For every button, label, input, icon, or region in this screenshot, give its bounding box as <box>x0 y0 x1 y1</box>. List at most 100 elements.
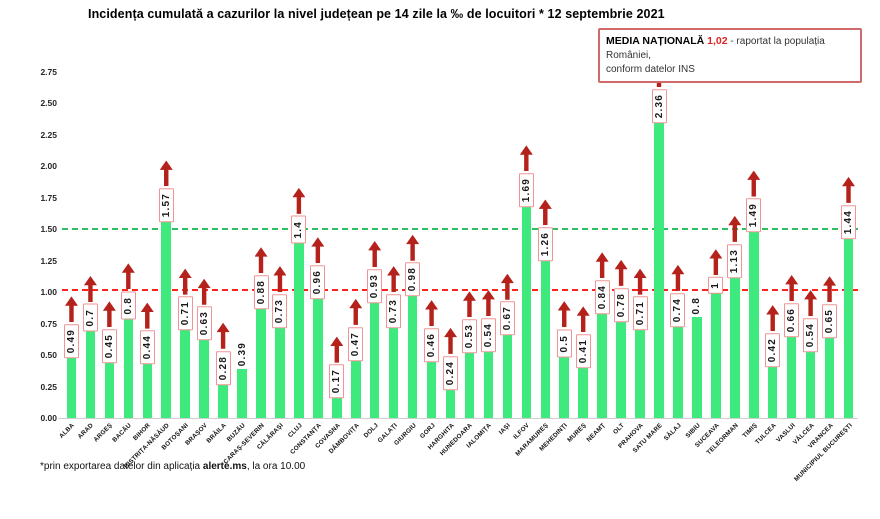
bar-value-label: 0.96 <box>310 264 326 300</box>
y-axis-tick-label: 2.75 <box>40 67 57 77</box>
bar-olt <box>616 319 626 418</box>
bar-argeș <box>104 361 115 418</box>
increase-arrow-icon <box>595 252 609 279</box>
national-average-note-line1: - raportat la populația României, <box>606 36 825 61</box>
bar-value-label: 1.26 <box>537 227 553 262</box>
increase-arrow-icon <box>500 273 514 300</box>
bar-sibiu <box>692 317 702 418</box>
bar-value-label: 0.84 <box>594 280 610 315</box>
bar-maramureș <box>540 259 551 418</box>
bar-value-label: 0.45 <box>101 329 117 364</box>
bar-value-label: 0.24 <box>443 355 459 390</box>
bar-value-label: 0.98 <box>405 262 421 297</box>
bar-arad <box>85 329 96 418</box>
increase-arrow-icon <box>481 290 495 317</box>
bar-value-label: 2.36 <box>651 88 667 124</box>
increase-arrow-icon <box>842 176 856 203</box>
reference-line-prag-1-50 <box>62 228 858 231</box>
increase-arrow-icon <box>804 290 818 317</box>
bar-ialomița <box>483 350 494 418</box>
national-average-box: MEDIA NAȚIONALĂ 1,02 - raportat la popul… <box>598 28 862 83</box>
bar-value-label: 0.54 <box>803 317 819 353</box>
bar-galați <box>388 326 399 418</box>
bar-value-label: 0.54 <box>480 317 496 353</box>
y-axis-tick-label: 0.50 <box>40 350 57 361</box>
increase-arrow-icon <box>292 187 306 214</box>
y-axis-tick-label: 1.00 <box>40 287 57 298</box>
bar-value-label: 1.4 <box>291 216 307 244</box>
bar-harghita <box>445 387 456 418</box>
x-axis-line <box>58 418 858 419</box>
bar-botoșani <box>180 328 190 418</box>
increase-arrow-icon <box>254 247 268 274</box>
bar-value-label: 1 <box>708 277 724 295</box>
bar-călărași <box>275 326 285 418</box>
increase-arrow-icon <box>576 306 590 333</box>
increase-arrow-icon <box>444 327 458 354</box>
national-average-label: MEDIA NAȚIONALĂ <box>606 35 708 47</box>
bar-value-label: 0.53 <box>461 319 477 354</box>
bar-value-label: 0.78 <box>613 287 629 322</box>
bar-ilfov <box>521 205 532 418</box>
y-axis-tick-label: 1.25 <box>40 255 57 266</box>
increase-arrow-icon <box>216 322 230 349</box>
bar-municipiul-bucurești <box>843 236 854 418</box>
x-axis-label-alba: ALBA <box>58 422 77 440</box>
increase-arrow-icon <box>614 259 628 286</box>
national-average-note-line2: conform datelor INS <box>606 64 695 75</box>
bar-giurgiu <box>407 294 418 418</box>
bar-mehedinți <box>559 355 569 418</box>
bar-value-label: 0.17 <box>329 364 345 399</box>
bar-value-label: 0.47 <box>348 326 364 361</box>
bar-value-label: 0.7 <box>82 304 98 332</box>
bar-value-label: 0.28 <box>215 350 231 385</box>
bar-value-label: 0.46 <box>424 327 440 363</box>
increase-arrow-icon <box>633 268 647 295</box>
bar-dâmbovița <box>351 358 361 418</box>
bar-value-label: 0.63 <box>196 306 212 341</box>
y-axis-tick-label: 1.50 <box>40 224 57 235</box>
bar-value-label: 0.5 <box>556 329 572 358</box>
bar-alba <box>66 356 77 418</box>
bar-covasna <box>332 396 342 418</box>
y-axis-tick-label: 0.75 <box>40 318 57 329</box>
bar-value-label: 0.8 <box>691 296 703 315</box>
bar-value-label: 0.93 <box>367 268 383 303</box>
increase-arrow-icon <box>197 278 211 305</box>
bar-prahova <box>635 328 645 418</box>
increase-arrow-icon <box>747 170 761 197</box>
increase-arrow-icon <box>557 301 571 328</box>
bar-value-label: 0.71 <box>632 296 648 331</box>
y-axis-tick-label: 2.50 <box>40 98 57 109</box>
bar-caraș-severin <box>256 307 266 418</box>
increase-arrow-icon <box>766 305 780 332</box>
bar-value-label: 0.44 <box>139 330 155 365</box>
footnote-prefix: *prin exportarea datelor din aplicația <box>40 461 203 472</box>
increase-arrow-icon <box>519 145 533 172</box>
increase-arrow-icon <box>671 264 685 291</box>
bar-value-label: 0.74 <box>670 292 686 327</box>
y-axis-tick-label: 2.00 <box>40 161 57 172</box>
increase-arrow-icon <box>538 199 552 226</box>
increase-arrow-icon <box>462 291 476 318</box>
bar-value-label: 0.65 <box>822 303 838 339</box>
bar-brăila <box>218 382 228 418</box>
bar-value-label: 0.66 <box>784 302 800 337</box>
increase-arrow-icon <box>121 263 135 290</box>
bar-iași <box>502 333 513 418</box>
footnote: *prin exportarea datelor din aplicația a… <box>40 461 305 472</box>
increase-arrow-icon <box>349 298 363 325</box>
bar-bihor <box>142 362 153 418</box>
increase-arrow-icon <box>178 268 192 295</box>
increase-arrow-icon <box>159 160 173 187</box>
bar-brașov <box>199 338 209 418</box>
bar-bacău <box>123 317 134 418</box>
increase-arrow-icon <box>140 302 154 329</box>
bar-value-label: 1.49 <box>746 198 762 233</box>
bar-vâlcea <box>805 350 816 418</box>
bar-timiș <box>749 230 759 418</box>
increase-arrow-icon <box>709 249 723 276</box>
bar-satu-mare <box>654 121 664 418</box>
bar-gorj <box>426 360 437 418</box>
